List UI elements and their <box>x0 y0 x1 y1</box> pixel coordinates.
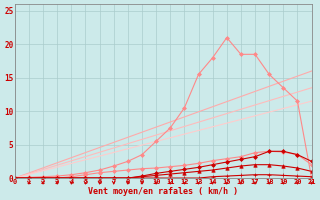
X-axis label: Vent moyen/en rafales ( km/h ): Vent moyen/en rafales ( km/h ) <box>88 187 238 196</box>
